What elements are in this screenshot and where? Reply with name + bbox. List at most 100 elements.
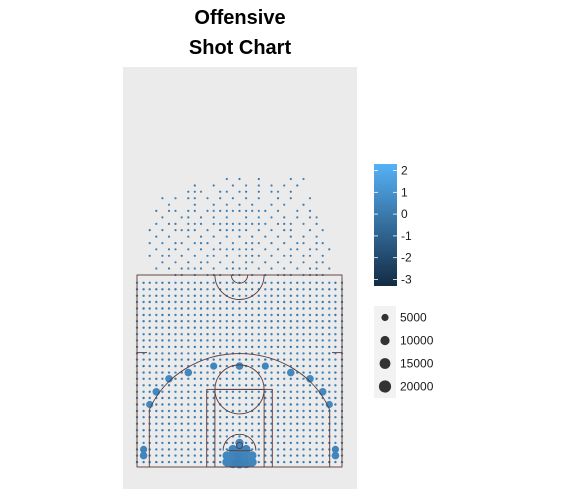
shot-point bbox=[321, 454, 324, 457]
shot-point bbox=[302, 409, 305, 413]
shot-point bbox=[264, 429, 267, 432]
shot-point bbox=[231, 371, 235, 374]
shot-point bbox=[315, 267, 318, 270]
shot-point-large bbox=[222, 451, 232, 460]
shot-point bbox=[161, 242, 164, 245]
shot-point bbox=[167, 333, 171, 336]
shot-point bbox=[167, 326, 171, 329]
shot-point bbox=[289, 416, 292, 419]
shot-point bbox=[296, 313, 299, 317]
shot-point bbox=[174, 364, 177, 368]
shot-point bbox=[289, 307, 292, 310]
shot-point bbox=[244, 345, 248, 349]
shot-point bbox=[244, 396, 248, 400]
shot-point bbox=[289, 435, 292, 438]
shot-point bbox=[283, 403, 286, 406]
rim bbox=[235, 442, 244, 450]
shot-point bbox=[148, 294, 151, 297]
shot-point bbox=[264, 333, 267, 336]
shot-point bbox=[276, 345, 280, 349]
shot-point bbox=[180, 345, 183, 349]
shot-point bbox=[174, 320, 177, 323]
shot-point bbox=[231, 333, 235, 336]
shot-point-large bbox=[222, 457, 232, 467]
shot-point bbox=[257, 254, 260, 257]
shot-point bbox=[219, 448, 222, 451]
shot-point bbox=[308, 216, 312, 219]
shot-point bbox=[270, 345, 273, 349]
shot-point bbox=[155, 313, 158, 317]
shot-point bbox=[308, 197, 312, 200]
shot-point bbox=[167, 235, 171, 238]
shot-point bbox=[238, 429, 241, 432]
shot-point bbox=[238, 248, 241, 251]
shot-point bbox=[225, 254, 228, 257]
shot-point bbox=[302, 203, 305, 206]
shot-point bbox=[180, 229, 183, 232]
shot-point bbox=[334, 460, 337, 464]
shot-point bbox=[257, 460, 260, 464]
shot-point bbox=[206, 229, 209, 232]
shot-point bbox=[142, 281, 145, 284]
shot-point bbox=[174, 352, 177, 355]
shot-point bbox=[219, 307, 222, 310]
shot-point bbox=[264, 248, 267, 251]
shot-point bbox=[245, 184, 248, 187]
shot-point bbox=[187, 197, 190, 200]
shot-point bbox=[334, 294, 337, 297]
shot-point bbox=[193, 300, 196, 304]
shot-point bbox=[302, 320, 305, 323]
shot-point bbox=[161, 326, 164, 329]
shot-point bbox=[257, 409, 260, 413]
shot-point bbox=[187, 216, 190, 219]
shot-point bbox=[289, 261, 292, 264]
shot-point bbox=[276, 377, 280, 380]
shot-point bbox=[206, 352, 209, 355]
shot-point bbox=[276, 281, 280, 284]
shot-point bbox=[212, 384, 215, 387]
shot-point bbox=[180, 254, 183, 257]
shot-point-large bbox=[247, 451, 257, 460]
shot-point bbox=[244, 422, 248, 425]
shot-point bbox=[334, 339, 337, 342]
shot-point bbox=[174, 371, 177, 374]
shot-point bbox=[289, 409, 292, 413]
shot-point bbox=[264, 326, 267, 329]
shot-point bbox=[219, 281, 222, 284]
shot-point bbox=[161, 345, 164, 349]
shot-point bbox=[315, 216, 318, 219]
shot-point bbox=[321, 460, 324, 464]
shot-point bbox=[161, 409, 164, 413]
shot-point bbox=[225, 248, 228, 251]
shot-point bbox=[219, 313, 222, 317]
shot-point bbox=[251, 345, 254, 349]
shot-point bbox=[251, 396, 254, 400]
shot-point bbox=[334, 435, 337, 438]
shot-point bbox=[308, 435, 312, 438]
shot-point bbox=[251, 416, 254, 419]
shot-point bbox=[328, 300, 331, 304]
shot-point bbox=[283, 203, 286, 206]
shot-point bbox=[212, 300, 215, 304]
shot-point bbox=[167, 300, 171, 304]
shot-point bbox=[251, 441, 254, 445]
shot-point bbox=[283, 339, 286, 342]
shot-point bbox=[270, 294, 273, 297]
shot-point bbox=[328, 345, 331, 349]
shot-point bbox=[276, 190, 280, 193]
shot-point bbox=[187, 222, 190, 225]
shot-point bbox=[180, 352, 183, 355]
shot-point bbox=[308, 209, 312, 212]
shot-point bbox=[289, 384, 292, 387]
shot-point bbox=[328, 364, 331, 368]
shot-point bbox=[225, 326, 228, 329]
shot-point bbox=[180, 242, 183, 245]
shot-point bbox=[308, 441, 312, 445]
shot-point bbox=[257, 377, 260, 380]
shot-point bbox=[257, 333, 260, 336]
shot-point bbox=[328, 352, 331, 355]
shot-point bbox=[167, 454, 171, 457]
shot-point bbox=[148, 345, 151, 349]
shot-point bbox=[251, 326, 254, 329]
shot-point bbox=[193, 384, 196, 387]
